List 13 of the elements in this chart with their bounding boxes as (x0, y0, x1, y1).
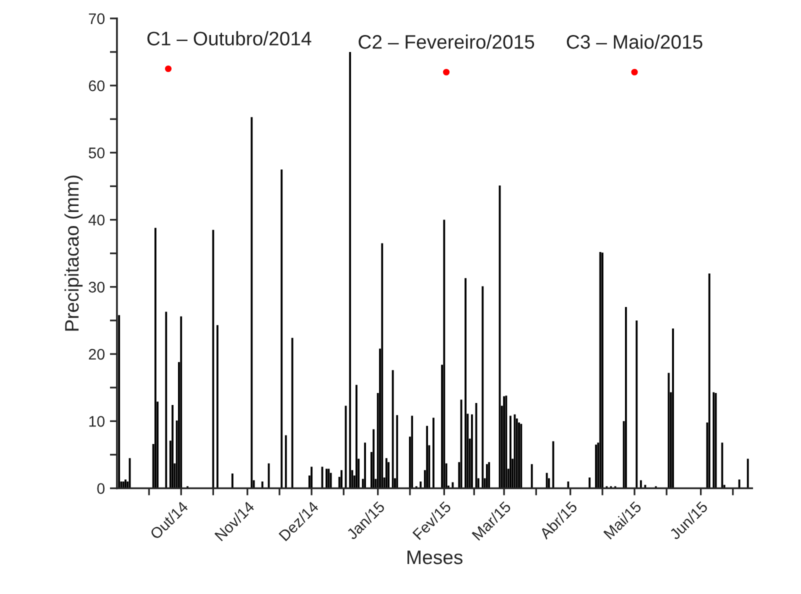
y-tick-label: 10 (89, 416, 105, 427)
annotation: C3 – Maio/2015 (566, 34, 702, 49)
y-tick-label: 30 (88, 282, 105, 293)
x-axis-title: Meses (408, 550, 462, 564)
y-tick-label: 60 (88, 80, 105, 92)
y-axis-title: Precipitacao (mm) (64, 176, 83, 331)
y-tick-label: 20 (88, 348, 105, 360)
y-tick-label: 40 (88, 214, 105, 226)
annotation: C2 – Fevereiro/2015 (358, 34, 534, 49)
y-tick-label: 50 (88, 148, 105, 158)
y-tick-label: 70 (88, 13, 105, 24)
annotation: C1 – Outubro/2014 (147, 31, 312, 46)
y-tick-label: 0 (97, 483, 105, 494)
